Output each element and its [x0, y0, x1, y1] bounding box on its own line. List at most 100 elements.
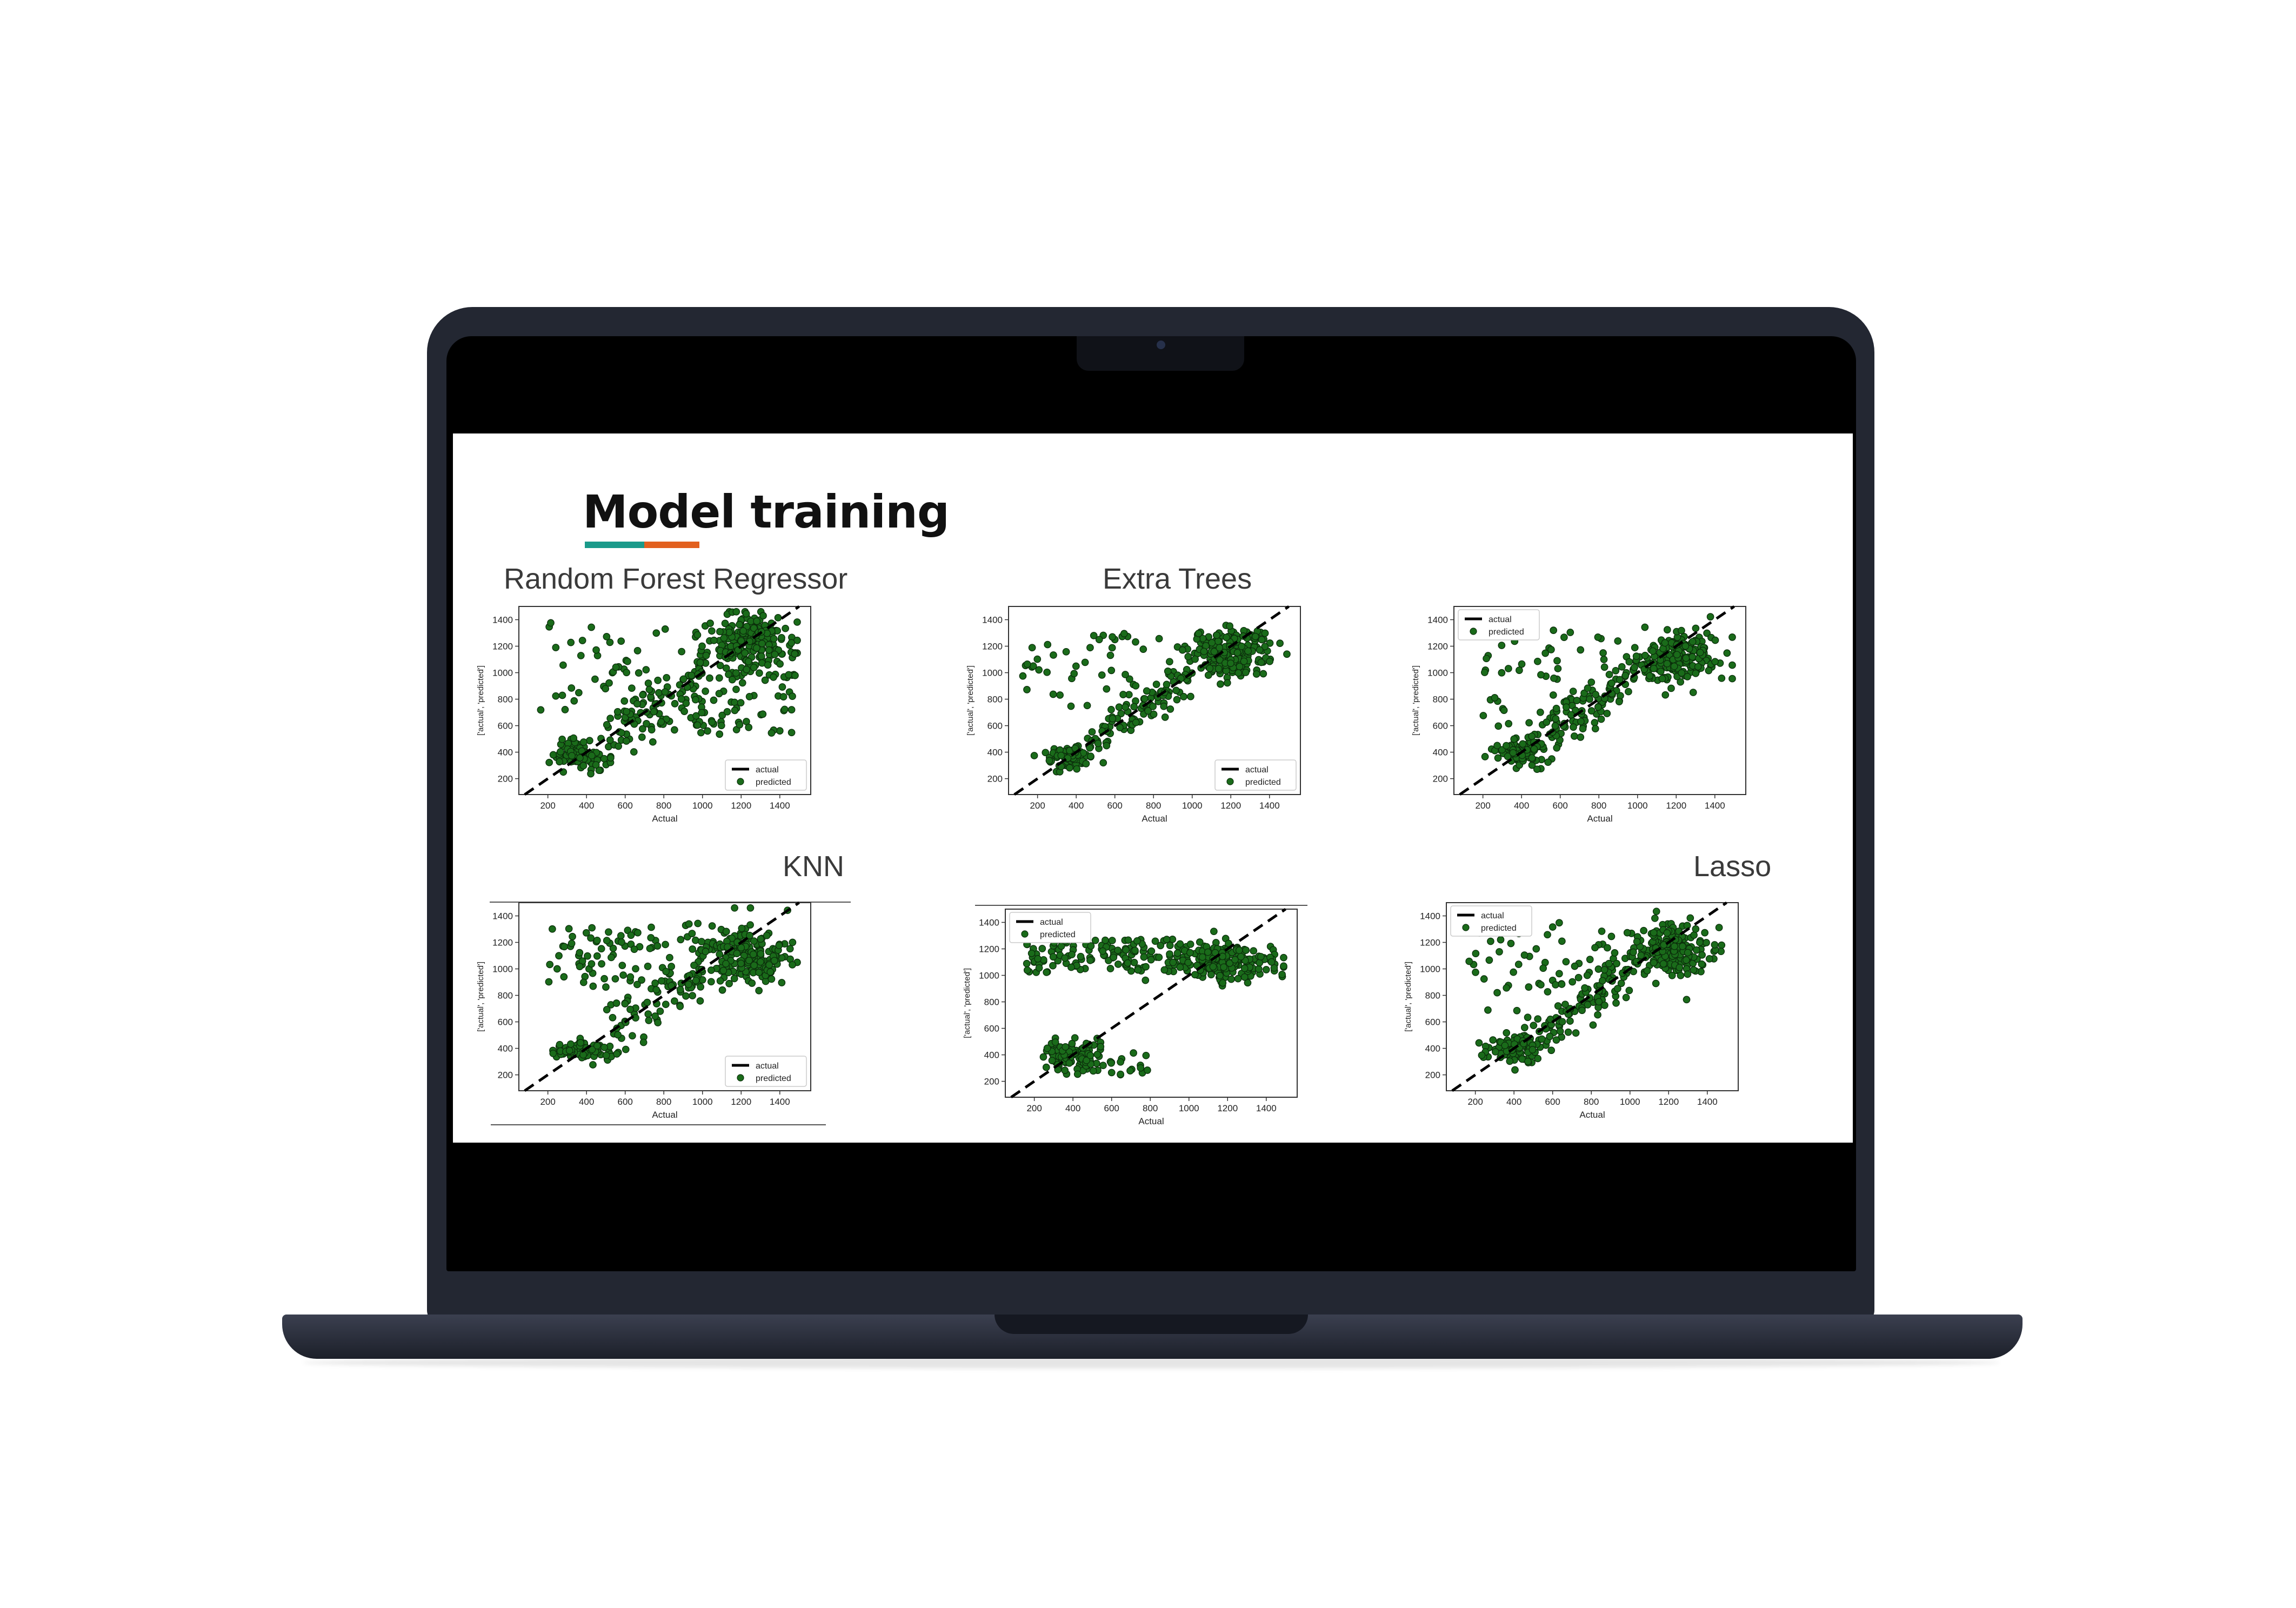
predicted-point: [1142, 963, 1150, 971]
predicted-point: [685, 920, 693, 928]
predicted-point: [1208, 639, 1216, 646]
predicted-point: [1538, 1035, 1546, 1043]
legend-actual-label: actual: [1489, 615, 1512, 624]
predicted-point: [1572, 1029, 1580, 1037]
title-accent-orange: [644, 542, 699, 548]
predicted-point: [644, 1010, 652, 1018]
predicted-point: [1206, 664, 1214, 672]
predicted-point: [1483, 655, 1490, 663]
predicted-point: [1558, 980, 1566, 988]
predicted-point: [1711, 658, 1719, 666]
predicted-point: [576, 963, 584, 970]
predicted-point: [1711, 636, 1719, 644]
predicted-point: [1133, 937, 1141, 945]
predicted-point: [1574, 973, 1583, 982]
predicted-point: [655, 689, 663, 697]
predicted-point: [589, 1061, 597, 1069]
predicted-point: [615, 742, 623, 750]
plot-knn: 200 400 600 800 1000 1200 1400 200 400 600 800 1000…: [476, 901, 811, 1120]
predicted-point: [1280, 953, 1287, 962]
predicted-point: [1172, 686, 1180, 695]
x-tick-label: 1400: [1256, 1103, 1277, 1113]
predicted-point: [622, 737, 630, 745]
predicted-point: [1607, 679, 1616, 687]
predicted-point: [1056, 691, 1064, 699]
legend-actual-label: actual: [1481, 911, 1504, 920]
predicted-point: [1180, 693, 1187, 700]
predicted-point: [588, 1045, 596, 1053]
predicted-point: [689, 945, 696, 953]
predicted-point: [706, 674, 713, 682]
predicted-point: [1584, 684, 1592, 692]
predicted-point: [1122, 671, 1129, 678]
predicted-point: [549, 1050, 557, 1057]
predicted-point: [748, 979, 756, 987]
predicted-point: [1577, 718, 1585, 725]
predicted-point: [576, 949, 584, 957]
predicted-point: [1160, 966, 1169, 974]
y-tick-label: 1200: [1420, 938, 1440, 948]
predicted-point: [763, 931, 771, 939]
y-tick-label: 800: [987, 695, 1003, 705]
predicted-point: [552, 644, 560, 651]
predicted-point: [1546, 1032, 1554, 1040]
predicted-point: [598, 960, 605, 968]
predicted-point: [1569, 978, 1577, 986]
predicted-point: [1625, 688, 1632, 696]
y-tick-label: 600: [984, 1024, 999, 1034]
predicted-point: [1157, 942, 1165, 950]
predicted-point: [1204, 948, 1212, 956]
x-tick-label: 1000: [692, 800, 713, 811]
predicted-point: [1107, 1059, 1115, 1067]
legend-predicted-label: predicted: [1489, 628, 1524, 637]
predicted-point: [661, 625, 669, 633]
predicted-point: [1494, 754, 1502, 762]
predicted-point: [750, 962, 758, 969]
predicted-point: [1028, 644, 1036, 652]
predicted-point: [789, 692, 796, 700]
predicted-point: [1070, 670, 1078, 678]
y-tick-label: 800: [984, 997, 999, 1007]
y-tick-label: 1400: [492, 615, 513, 625]
predicted-point: [1599, 977, 1606, 985]
y-tick-label: 600: [498, 721, 513, 731]
predicted-point: [1108, 644, 1116, 652]
predicted-point: [716, 730, 724, 738]
predicted-point: [1633, 938, 1641, 945]
predicted-point: [1650, 959, 1658, 967]
legend-predicted-swatch: [737, 778, 744, 785]
predicted-point: [639, 691, 647, 699]
predicted-point: [745, 693, 753, 700]
predicted-point: [1086, 956, 1094, 964]
x-tick-label: 400: [579, 800, 594, 811]
predicted-point: [565, 1046, 573, 1055]
predicted-point: [1143, 687, 1151, 695]
predicted-point: [666, 953, 673, 962]
predicted-point: [1566, 1017, 1574, 1025]
predicted-point: [1525, 983, 1533, 991]
predicted-point: [722, 664, 730, 672]
predicted-point: [549, 925, 556, 933]
predicted-point: [1594, 703, 1602, 711]
predicted-point: [1663, 660, 1671, 668]
predicted-point: [718, 986, 726, 994]
predicted-point: [560, 973, 568, 981]
predicted-point: [671, 700, 679, 708]
predicted-point: [746, 921, 754, 929]
predicted-point: [1132, 682, 1140, 690]
predicted-point: [1705, 666, 1713, 675]
predicted-point: [1706, 613, 1714, 620]
y-tick-label: 1400: [979, 918, 999, 928]
predicted-point: [638, 733, 646, 741]
predicted-point: [1688, 653, 1697, 661]
predicted-point: [622, 1045, 630, 1053]
predicted-point: [782, 624, 790, 632]
slide-title: Model training: [583, 485, 950, 538]
predicted-point: [1570, 723, 1577, 731]
predicted-point: [1114, 946, 1122, 955]
actual-line: [524, 605, 800, 796]
predicted-point: [759, 612, 767, 620]
predicted-point: [770, 635, 778, 643]
predicted-point: [1049, 962, 1057, 970]
predicted-point: [1231, 956, 1239, 964]
